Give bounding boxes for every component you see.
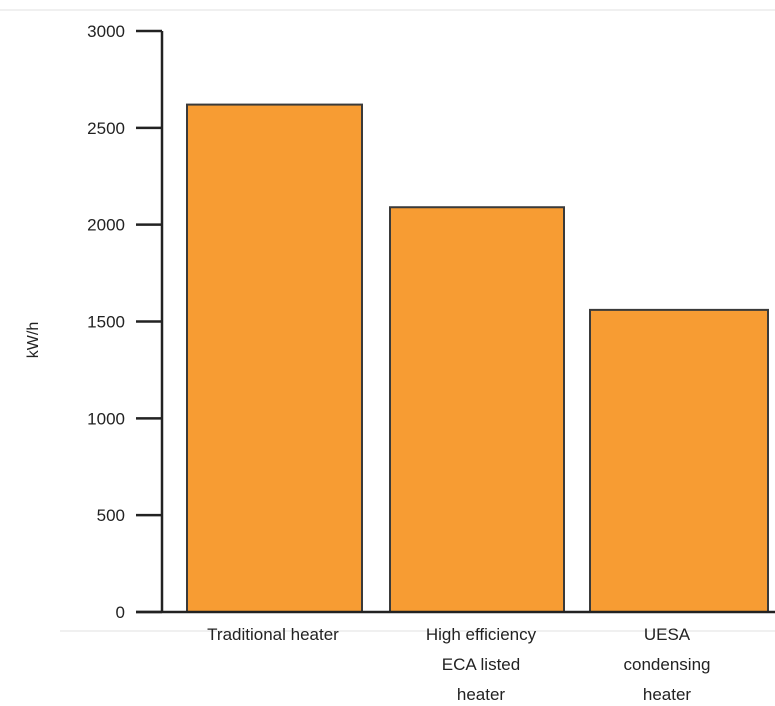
y-tick-label: 1000 <box>87 409 125 428</box>
x-category-label: Traditional heater <box>207 625 339 644</box>
bar-3 <box>589 308 769 613</box>
y-axis-title: kW/h <box>25 322 42 358</box>
y-tick-label: 3000 <box>87 22 125 41</box>
y-tick-label: 500 <box>97 506 125 525</box>
bar-1 <box>186 103 363 614</box>
bars-group <box>186 103 769 614</box>
y-axis-ticks: 0 500 1000 1500 2000 2500 3000 <box>87 22 162 622</box>
x-category-label: UESA <box>644 625 691 644</box>
y-tick-label: 0 <box>116 603 125 622</box>
bar-2 <box>389 206 565 613</box>
y-tick-label: 1500 <box>87 313 125 332</box>
x-category-label: ECA listed <box>442 655 520 674</box>
x-category-label: heater <box>457 685 506 704</box>
x-category-label: High efficiency <box>426 625 537 644</box>
y-tick-label: 2000 <box>87 216 125 235</box>
y-tick-label: 2500 <box>87 119 125 138</box>
x-category-label: heater <box>643 685 692 704</box>
x-axis-labels: Traditional heater High efficiency ECA lis… <box>207 625 710 704</box>
x-category-label: condensing <box>624 655 711 674</box>
